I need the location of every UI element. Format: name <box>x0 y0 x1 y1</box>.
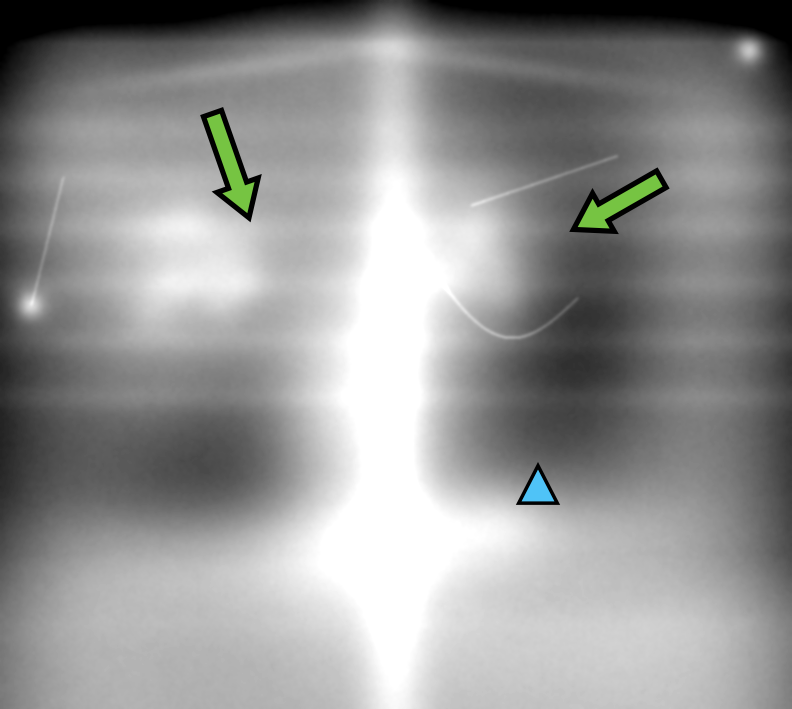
PathPatch shape <box>205 112 256 215</box>
PathPatch shape <box>520 468 556 502</box>
PathPatch shape <box>205 112 256 215</box>
PathPatch shape <box>576 173 664 230</box>
PathPatch shape <box>576 173 664 230</box>
PathPatch shape <box>520 468 556 502</box>
